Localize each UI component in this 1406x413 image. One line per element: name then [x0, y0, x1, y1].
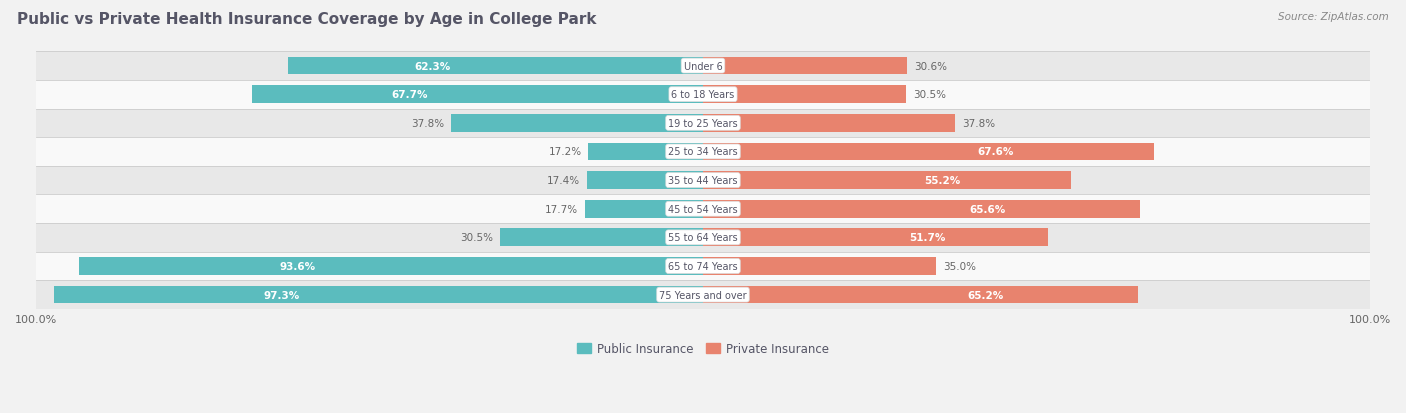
Bar	[37, 223, 1369, 252]
Text: 97.3%: 97.3%	[263, 290, 299, 300]
Text: 67.6%: 67.6%	[977, 147, 1014, 157]
Text: 75 Years and over: 75 Years and over	[659, 290, 747, 300]
Text: 30.5%: 30.5%	[912, 90, 946, 100]
Bar	[37, 81, 1369, 109]
Bar	[703, 57, 907, 75]
Text: 37.8%: 37.8%	[411, 119, 444, 128]
Bar	[53, 286, 703, 304]
Bar	[37, 138, 1369, 166]
Bar	[37, 109, 1369, 138]
Text: 65 to 74 Years: 65 to 74 Years	[668, 261, 738, 271]
Bar	[451, 115, 703, 133]
Text: Source: ZipAtlas.com: Source: ZipAtlas.com	[1278, 12, 1389, 22]
Bar	[588, 143, 703, 161]
Bar	[37, 252, 1369, 280]
Bar	[37, 280, 1369, 309]
Text: 37.8%: 37.8%	[962, 119, 995, 128]
Text: 62.3%: 62.3%	[415, 62, 451, 71]
Bar	[288, 57, 703, 75]
Bar	[703, 143, 1154, 161]
Bar	[586, 172, 703, 190]
Text: Public vs Private Health Insurance Coverage by Age in College Park: Public vs Private Health Insurance Cover…	[17, 12, 596, 27]
Bar	[703, 200, 1140, 218]
Bar	[37, 166, 1369, 195]
Text: Under 6: Under 6	[683, 62, 723, 71]
Bar	[703, 257, 936, 275]
Text: 55.2%: 55.2%	[924, 176, 960, 186]
Text: 93.6%: 93.6%	[280, 261, 315, 271]
Bar	[703, 229, 1047, 247]
Text: 17.4%: 17.4%	[547, 176, 581, 186]
Text: 67.7%: 67.7%	[391, 90, 427, 100]
Legend: Public Insurance, Private Insurance: Public Insurance, Private Insurance	[572, 337, 834, 360]
Bar	[703, 172, 1071, 190]
Text: 19 to 25 Years: 19 to 25 Years	[668, 119, 738, 128]
Text: 6 to 18 Years: 6 to 18 Years	[672, 90, 734, 100]
Text: 17.2%: 17.2%	[548, 147, 582, 157]
Bar	[499, 229, 703, 247]
Text: 65.6%: 65.6%	[969, 204, 1005, 214]
Bar	[252, 86, 703, 104]
Text: 17.7%: 17.7%	[546, 204, 578, 214]
Text: 45 to 54 Years: 45 to 54 Years	[668, 204, 738, 214]
Bar	[37, 195, 1369, 223]
Text: 30.5%: 30.5%	[460, 233, 494, 243]
Text: 35 to 44 Years: 35 to 44 Years	[668, 176, 738, 186]
Bar	[585, 200, 703, 218]
Bar	[703, 115, 955, 133]
Text: 55 to 64 Years: 55 to 64 Years	[668, 233, 738, 243]
Text: 30.6%: 30.6%	[914, 62, 946, 71]
Text: 25 to 34 Years: 25 to 34 Years	[668, 147, 738, 157]
Bar	[703, 286, 1137, 304]
Bar	[703, 86, 907, 104]
Text: 51.7%: 51.7%	[908, 233, 945, 243]
Bar	[37, 52, 1369, 81]
Bar	[79, 257, 703, 275]
Text: 35.0%: 35.0%	[943, 261, 976, 271]
Text: 65.2%: 65.2%	[967, 290, 1004, 300]
